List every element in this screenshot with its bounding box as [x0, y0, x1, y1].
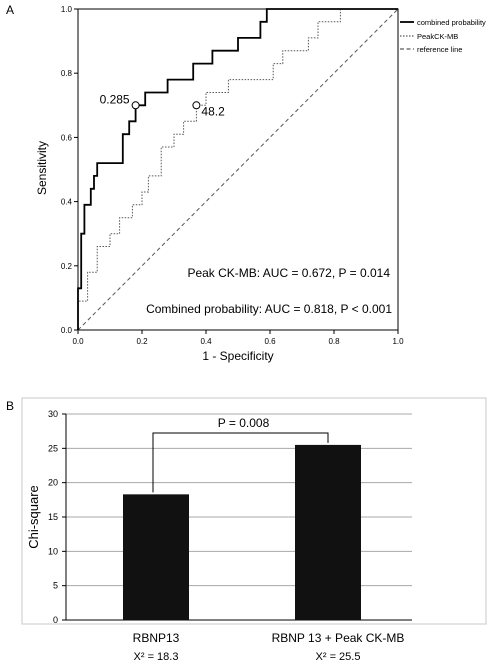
roc-y-tick-label: 0.2 — [61, 262, 73, 271]
chi-square-y-tick-label: 30 — [48, 409, 58, 419]
chi-square-bar — [295, 444, 361, 620]
legend-label-peak-ckmb: PeakCK-MB — [417, 32, 458, 41]
chi-square-y-tick-label: 5 — [53, 581, 58, 591]
roc-x-tick-label: 0.8 — [328, 337, 340, 346]
panel-a-label: A — [6, 3, 14, 17]
chi-square-bar — [123, 494, 189, 620]
chi-square-bars — [123, 444, 361, 620]
roc-y-tick-label: 0.6 — [61, 133, 73, 142]
roc-x-axis-label: 1 - Specificity — [202, 349, 273, 363]
roc-y-tick-label: 0.4 — [61, 198, 73, 207]
chi-square-chart: B 0 5 10 15 20 25 30 P = 0.008 Chi-square RBNP… — [6, 397, 487, 663]
significance-bracket-line — [152, 432, 329, 493]
chi-square-category-label: RBNP13 — [133, 631, 180, 645]
roc-chart: A 0.00.20.40.60.81.0 0.0 0.2 0.4 0.6 0.8 1.0 … — [6, 3, 486, 363]
roc-cutoff-marker — [131, 101, 140, 110]
chi-square-y-ticks: 0 5 10 15 20 25 30 — [48, 409, 66, 625]
roc-x-tick-label: 0.2 — [136, 337, 148, 346]
panel-b-label: B — [6, 399, 14, 413]
roc-x-tick-label: 1.0 — [392, 337, 404, 346]
chi-square-y-tick-label: 10 — [48, 546, 58, 556]
chi-square-y-tick-label: 0 — [53, 615, 58, 625]
chi-square-category-stat: X² = 18.3 — [134, 651, 179, 663]
roc-x-tick-label: 0.0 — [72, 337, 84, 346]
roc-annotation-peak-ckmb: Peak CK-MB: AUC = 0.672, P = 0.014 — [187, 266, 390, 280]
roc-cutoff-points: 0.285 48.2 — [100, 92, 226, 118]
roc-y-tick-label: 0.8 — [61, 69, 73, 78]
roc-series-line-combined-probability — [77, 8, 398, 330]
chi-square-y-tick-label: 20 — [48, 478, 58, 488]
legend-label-combined: combined probability — [417, 18, 486, 27]
chi-square-y-axis-label: Chi-square — [26, 485, 41, 549]
chi-square-y-tick-label: 15 — [48, 512, 58, 522]
roc-x-tick-label: 0.6 — [264, 337, 276, 346]
significance-bracket: P = 0.008 — [152, 416, 329, 493]
chi-square-y-tick-label: 25 — [48, 443, 58, 453]
roc-legend: combined probability PeakCK-MB reference… — [400, 18, 486, 54]
legend-label-reference: reference line — [417, 45, 462, 54]
roc-annotation-combined: Combined probability: AUC = 0.818, P < 0… — [146, 302, 392, 316]
roc-y-tick-label: 1.0 — [61, 5, 73, 14]
significance-label: P = 0.008 — [218, 416, 270, 430]
roc-y-axis-label: Sensitivity — [35, 141, 49, 195]
roc-series-line-reference-line — [77, 8, 399, 331]
roc-x-ticks: 0.0 0.2 0.4 0.6 0.8 1.0 — [72, 330, 404, 346]
chi-square-outer-frame — [21, 397, 487, 625]
chi-square-category-label: RBNP 13 + Peak CK-MB — [272, 631, 405, 645]
chi-square-category-labels: RBNP13 X² = 18.3 RBNP 13 + Peak CK-MB X² = … — [133, 631, 405, 663]
roc-cutoff-marker — [192, 101, 201, 110]
roc-y-tick-label: 0.0 — [61, 326, 73, 335]
roc-cutoff-label: 48.2 — [201, 104, 225, 118]
chi-square-category-stat: X² = 25.5 — [316, 651, 361, 663]
roc-y-ticks: 0.0 0.2 0.4 0.6 0.8 1.0 — [61, 5, 78, 335]
roc-series-line-peakck-mb — [77, 8, 398, 330]
roc-plot-frame — [77, 8, 399, 331]
roc-x-tick-label: 0.4 — [200, 337, 212, 346]
roc-series — [77, 8, 399, 331]
roc-cutoff-label: 0.285 — [100, 92, 130, 106]
